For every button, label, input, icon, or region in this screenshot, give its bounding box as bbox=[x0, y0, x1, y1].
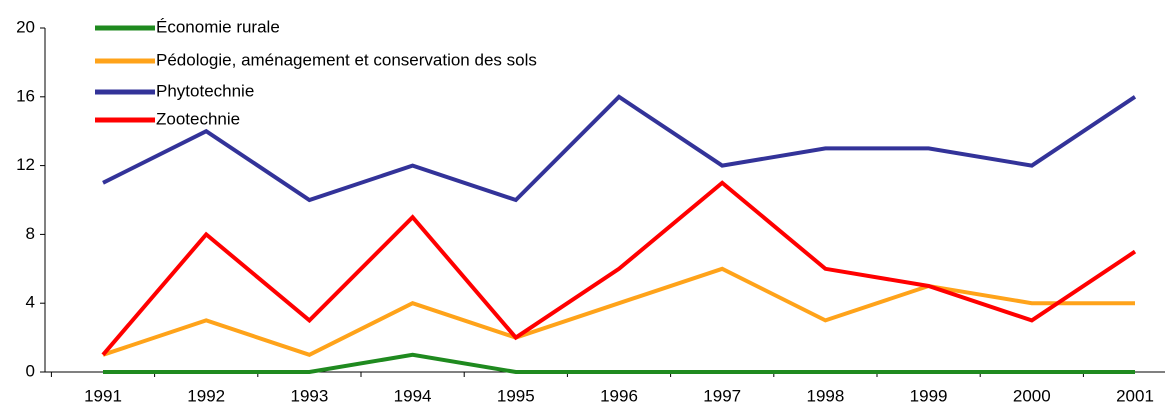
y-tick-label: 20 bbox=[16, 17, 35, 36]
legend-label: Zootechnie bbox=[156, 109, 240, 128]
x-tick-label: 1998 bbox=[806, 386, 844, 405]
y-tick-label: 4 bbox=[26, 293, 35, 312]
y-tick-label: 16 bbox=[16, 86, 35, 105]
x-tick-label: 2000 bbox=[1013, 386, 1051, 405]
series-line bbox=[101, 180, 1137, 357]
series-line bbox=[102, 94, 1137, 203]
x-tick-label: 1994 bbox=[394, 386, 432, 405]
legend-label: Phytotechnie bbox=[156, 81, 254, 100]
legend-label: Pédologie, aménagement et conservation d… bbox=[156, 50, 537, 69]
y-tick-label: 0 bbox=[26, 361, 35, 380]
x-tick-label: 1993 bbox=[290, 386, 328, 405]
x-tick-label: 1996 bbox=[600, 386, 638, 405]
x-tick-label: 1991 bbox=[84, 386, 122, 405]
x-tick-label: 1997 bbox=[703, 386, 741, 405]
y-tick-label: 8 bbox=[26, 224, 35, 243]
x-tick-label: 1999 bbox=[910, 386, 948, 405]
x-tick-label: 2001 bbox=[1116, 386, 1154, 405]
y-tick-label: 12 bbox=[16, 155, 35, 174]
series-line bbox=[102, 266, 1135, 357]
legend-label: Économie rurale bbox=[156, 17, 280, 36]
x-tick-label: 1992 bbox=[187, 386, 225, 405]
series-line bbox=[103, 352, 1135, 374]
x-tick-label: 1995 bbox=[497, 386, 535, 405]
